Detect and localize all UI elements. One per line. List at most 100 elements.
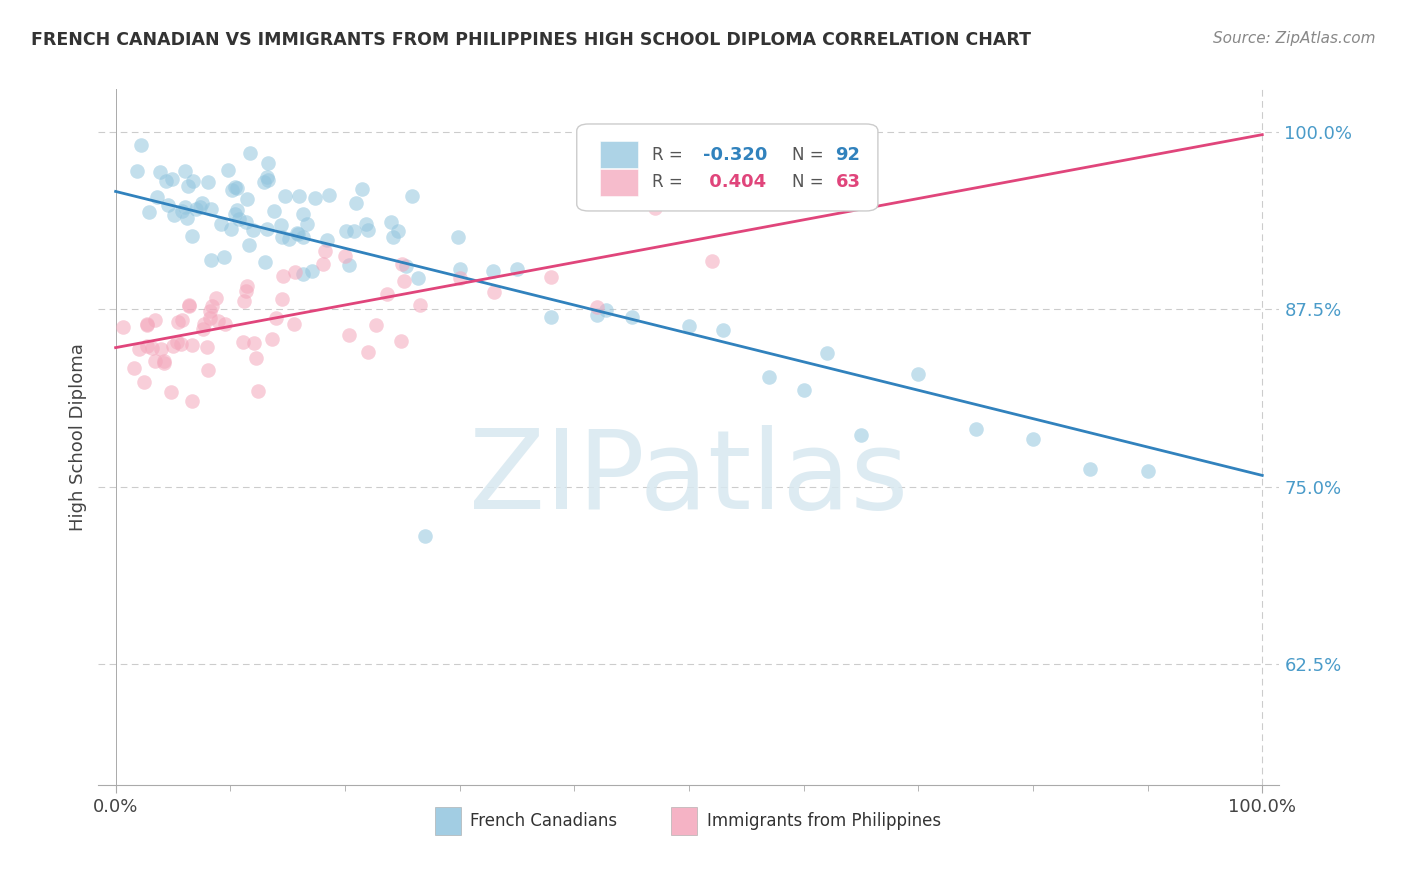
Bar	[671, 807, 697, 835]
French Canadians	[221, 183, 243, 197]
French Canadians	[138, 205, 160, 219]
Immigrants from Philippines	[166, 334, 188, 349]
Immigrants from Philippines	[170, 313, 193, 327]
French Canadians	[291, 229, 314, 244]
French Canadians	[711, 322, 734, 336]
French Canadians	[285, 227, 308, 241]
French Canadians	[146, 190, 169, 204]
Immigrants from Philippines	[482, 285, 505, 300]
Immigrants from Philippines	[111, 320, 134, 334]
Text: R =: R =	[652, 145, 689, 163]
Immigrants from Philippines	[260, 332, 283, 346]
French Canadians	[224, 207, 246, 221]
Immigrants from Philippines	[181, 338, 204, 352]
French Canadians	[287, 189, 309, 203]
French Canadians	[815, 346, 838, 360]
Text: R =: R =	[652, 173, 689, 192]
Immigrants from Philippines	[135, 338, 157, 352]
French Canadians	[540, 310, 562, 324]
French Canadians	[356, 217, 378, 231]
Text: ZIPatlas: ZIPatlas	[470, 425, 908, 533]
French Canadians	[256, 222, 278, 236]
French Canadians	[482, 263, 505, 277]
French Canadians	[793, 383, 815, 397]
French Canadians	[387, 224, 409, 238]
French Canadians	[177, 178, 200, 193]
French Canadians	[318, 188, 340, 202]
Immigrants from Philippines	[143, 354, 166, 368]
French Canadians	[401, 188, 423, 202]
French Canadians	[849, 428, 872, 442]
French Canadians	[253, 255, 276, 269]
French Canadians	[191, 195, 214, 210]
Immigrants from Philippines	[394, 273, 416, 287]
Immigrants from Philippines	[243, 335, 266, 350]
French Canadians	[304, 191, 326, 205]
Immigrants from Philippines	[357, 345, 380, 359]
French Canadians	[315, 233, 337, 247]
French Canadians	[278, 232, 301, 246]
French Canadians	[297, 218, 319, 232]
French Canadians	[271, 230, 294, 244]
French Canadians	[224, 180, 246, 194]
Immigrants from Philippines	[283, 317, 305, 331]
Immigrants from Philippines	[177, 299, 200, 313]
Text: FRENCH CANADIAN VS IMMIGRANTS FROM PHILIPPINES HIGH SCHOOL DIPLOMA CORRELATION C: FRENCH CANADIAN VS IMMIGRANTS FROM PHILI…	[31, 31, 1031, 49]
French Canadians	[291, 268, 314, 282]
Text: -0.320: -0.320	[703, 145, 768, 163]
French Canadians	[239, 146, 262, 161]
Immigrants from Philippines	[644, 202, 666, 216]
Immigrants from Philippines	[193, 317, 215, 331]
French Canadians	[595, 303, 617, 318]
Immigrants from Philippines	[159, 385, 181, 400]
French Canadians	[343, 224, 366, 238]
French Canadians	[449, 262, 471, 277]
French Canadians	[180, 228, 202, 243]
Immigrants from Philippines	[179, 298, 201, 312]
French Canadians	[149, 165, 172, 179]
French Canadians	[212, 250, 235, 264]
French Canadians	[155, 174, 177, 188]
Text: Source: ZipAtlas.com: Source: ZipAtlas.com	[1212, 31, 1375, 46]
Immigrants from Philippines	[214, 317, 236, 331]
French Canadians	[406, 271, 429, 285]
French Canadians	[270, 219, 292, 233]
Immigrants from Philippines	[312, 257, 335, 271]
French Canadians	[380, 215, 402, 229]
French Canadians	[226, 202, 249, 217]
French Canadians	[219, 221, 242, 235]
Immigrants from Philippines	[337, 327, 360, 342]
French Canadians	[125, 163, 148, 178]
French Canadians	[186, 202, 208, 216]
Immigrants from Philippines	[266, 310, 288, 325]
French Canadians	[200, 252, 222, 267]
Text: French Canadians: French Canadians	[471, 812, 617, 830]
Immigrants from Philippines	[170, 336, 193, 351]
French Canadians	[197, 175, 219, 189]
Immigrants from Philippines	[193, 322, 215, 336]
Immigrants from Philippines	[586, 300, 609, 314]
French Canadians	[506, 262, 529, 277]
Immigrants from Philippines	[314, 244, 336, 259]
Immigrants from Philippines	[375, 286, 398, 301]
Immigrants from Philippines	[198, 304, 221, 318]
French Canadians	[344, 196, 367, 211]
French Canadians	[160, 172, 183, 186]
Immigrants from Philippines	[449, 271, 471, 285]
French Canadians	[253, 175, 276, 189]
French Canadians	[395, 260, 418, 274]
French Canadians	[381, 229, 404, 244]
Immigrants from Philippines	[364, 318, 387, 333]
French Canadians	[620, 310, 643, 325]
Y-axis label: High School Diploma: High School Diploma	[69, 343, 87, 531]
Immigrants from Philippines	[207, 314, 229, 328]
French Canadians	[907, 367, 929, 381]
French Canadians	[274, 189, 297, 203]
French Canadians	[357, 223, 380, 237]
French Canadians	[156, 198, 179, 212]
Text: Immigrants from Philippines: Immigrants from Philippines	[707, 812, 941, 830]
French Canadians	[678, 319, 700, 334]
Immigrants from Philippines	[700, 253, 723, 268]
Immigrants from Philippines	[124, 360, 146, 375]
French Canadians	[1136, 464, 1159, 478]
